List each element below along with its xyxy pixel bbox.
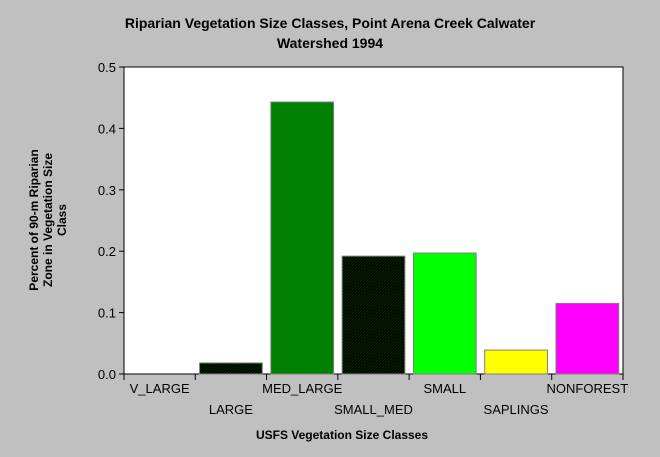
y-tick-label: 0.3 (98, 183, 116, 198)
bar-nonforest (555, 302, 620, 375)
x-category-label: SAPLINGS (484, 402, 549, 417)
y-tick-label: 0.5 (98, 60, 116, 75)
y-axis-title-line-2: Zone in Vegetation Size (41, 153, 55, 287)
y-tick-label: 0.2 (98, 244, 116, 259)
bar-saplings (484, 349, 548, 375)
y-tick-label: 0.1 (98, 306, 116, 321)
bar-small-med (341, 255, 406, 375)
x-category-label: SMALL_MED (334, 402, 413, 417)
x-category-label: V_LARGE (130, 381, 190, 396)
x-axis: V_LARGE LARGE MED_LARGE SMALL_MED SMALL SAPLI… (123, 374, 629, 417)
y-axis-title-line-1: Percent of 90-m Riparian (27, 149, 41, 290)
chart-title-line-1: Riparian Vegetation Size Classes, Point … (125, 15, 536, 31)
x-category-label: LARGE (209, 402, 253, 417)
y-axis: 0.0 0.1 0.2 0.3 0.4 0.5 (98, 60, 124, 382)
y-axis-title: Percent of 90-m Riparian Zone in Vegetat… (27, 149, 69, 290)
bar-med-large (270, 101, 335, 375)
x-category-label: NONFOREST (547, 381, 629, 396)
bars (199, 101, 620, 375)
chart-title-line-2: Watershed 1994 (277, 35, 383, 51)
y-axis-title-line-3: Class (55, 204, 69, 236)
x-axis-title: USFS Vegetation Size Classes (256, 428, 428, 442)
bar-small (412, 252, 477, 375)
x-category-label: MED_LARGE (262, 381, 343, 396)
y-tick-label: 0.4 (98, 121, 116, 136)
bar-large (199, 362, 263, 375)
x-category-label: SMALL (423, 381, 466, 396)
y-tick-label: 0.0 (98, 367, 116, 382)
